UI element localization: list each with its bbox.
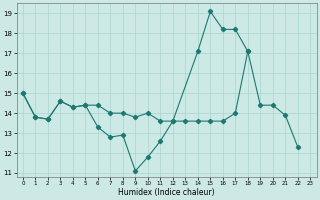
- X-axis label: Humidex (Indice chaleur): Humidex (Indice chaleur): [118, 188, 215, 197]
